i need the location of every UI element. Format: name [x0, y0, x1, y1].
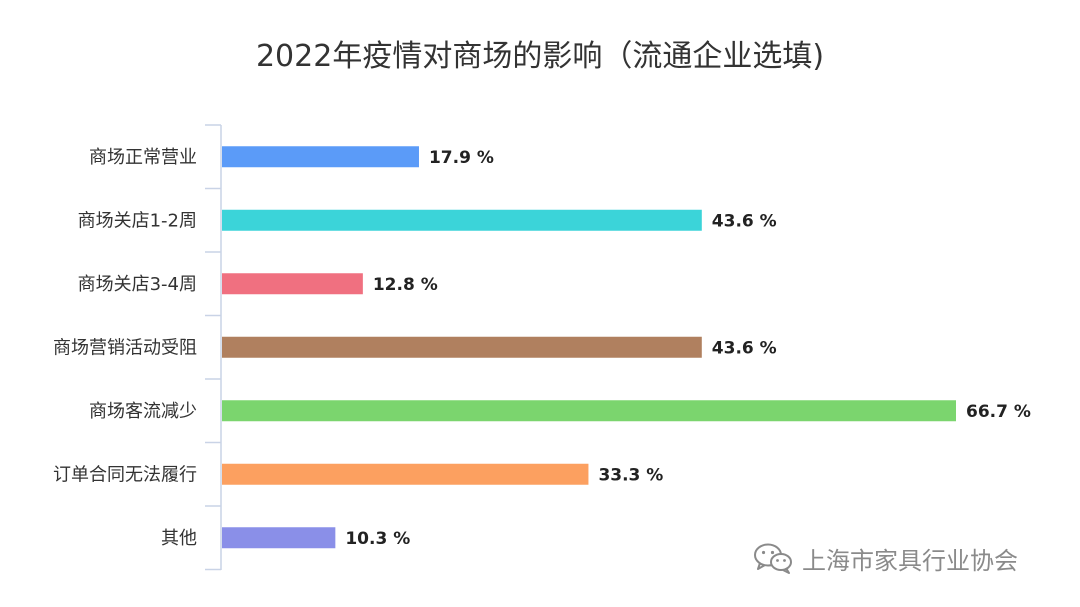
bar [222, 400, 956, 422]
bars [222, 146, 956, 549]
category-label: 订单合同无法履行 [53, 464, 197, 485]
watermark: 上海市家具行业协会 [752, 536, 1018, 580]
category-label: 商场关店1-2周 [78, 210, 197, 231]
data-label: 66.7 % [966, 402, 1031, 422]
category-labels: 商场正常营业商场关店1-2周商场关店3-4周商场营销活动受阻商场客流减少订单合同… [53, 147, 197, 549]
data-label: 10.3 % [345, 529, 410, 549]
bar [222, 273, 363, 295]
bar [222, 527, 336, 549]
category-label: 商场关店3-4周 [78, 274, 197, 295]
y-axis-ticks [205, 124, 221, 571]
data-label: 17.9 % [429, 148, 494, 168]
bar [222, 463, 589, 485]
data-label: 43.6 % [712, 211, 777, 231]
wechat-icon [754, 543, 792, 574]
bar [222, 336, 702, 358]
chart-title: 2022年疫情对商场的影响（流通企业选填) [256, 39, 824, 74]
data-label: 33.3 % [598, 465, 663, 485]
category-label: 商场正常营业 [89, 147, 197, 168]
bar [222, 209, 702, 231]
category-label: 商场营销活动受阻 [53, 337, 197, 358]
watermark-text: 上海市家具行业协会 [802, 546, 1018, 575]
category-label: 其他 [161, 528, 197, 549]
category-label: 商场客流减少 [89, 401, 197, 422]
data-label: 43.6 % [712, 338, 777, 358]
value-labels: 17.9 % 43.6 % 12.8 % 43.6 % 66.7 % 33.3 % 10.3… [345, 148, 1031, 549]
data-label: 12.8 % [373, 275, 438, 295]
bar [222, 146, 419, 168]
